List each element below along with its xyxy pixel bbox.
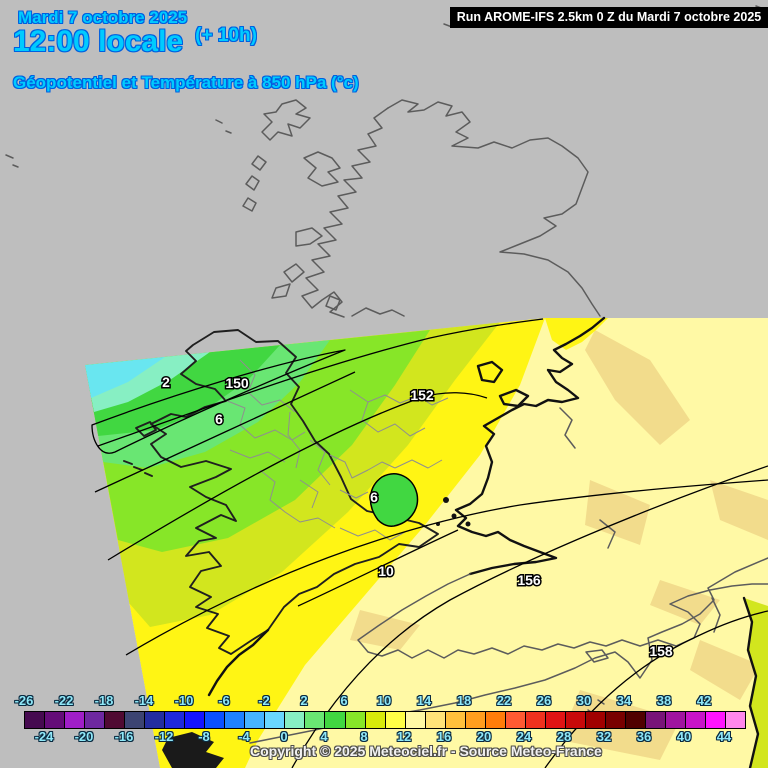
contour-value-label: 156: [517, 572, 541, 588]
county-boundaries: [224, 359, 449, 541]
forecast-date: Mardi 7 octobre 2025: [18, 8, 188, 27]
run-info-box: Run AROME-IFS 2.5km 0 Z du Mardi 7 octob…: [450, 7, 768, 28]
contour-value-label: 2: [162, 374, 170, 390]
contour-value-label: 6: [370, 489, 378, 505]
contour-value-label: 150: [225, 375, 249, 391]
product-title: Géopotentiel et Température à 850 hPa (°…: [13, 73, 359, 92]
temperature-field: [85, 318, 768, 768]
forecast-offset: (+ 10h): [195, 25, 257, 46]
south-england-coastline: [357, 573, 768, 659]
contour-value-label: 152: [410, 387, 434, 403]
forecast-time-value: 12:00 locale: [13, 25, 184, 58]
contour-value-label: 10: [378, 563, 394, 579]
forecast-time: 12:00 locale (+ 10h): [13, 25, 257, 59]
cool-spot-contour: [369, 473, 419, 527]
contour-value-label: 158: [649, 643, 673, 659]
contour-value-label: 6: [215, 411, 223, 427]
isle-of-wight: [585, 649, 609, 663]
cumbria-warm-patch: [545, 318, 608, 350]
scotland-coastline: [242, 99, 601, 318]
contour-labels: 2 150 6 152 6 10 156 158: [161, 373, 675, 661]
france-west-coast: [742, 596, 760, 768]
england-wales-coastline: [436, 316, 606, 576]
